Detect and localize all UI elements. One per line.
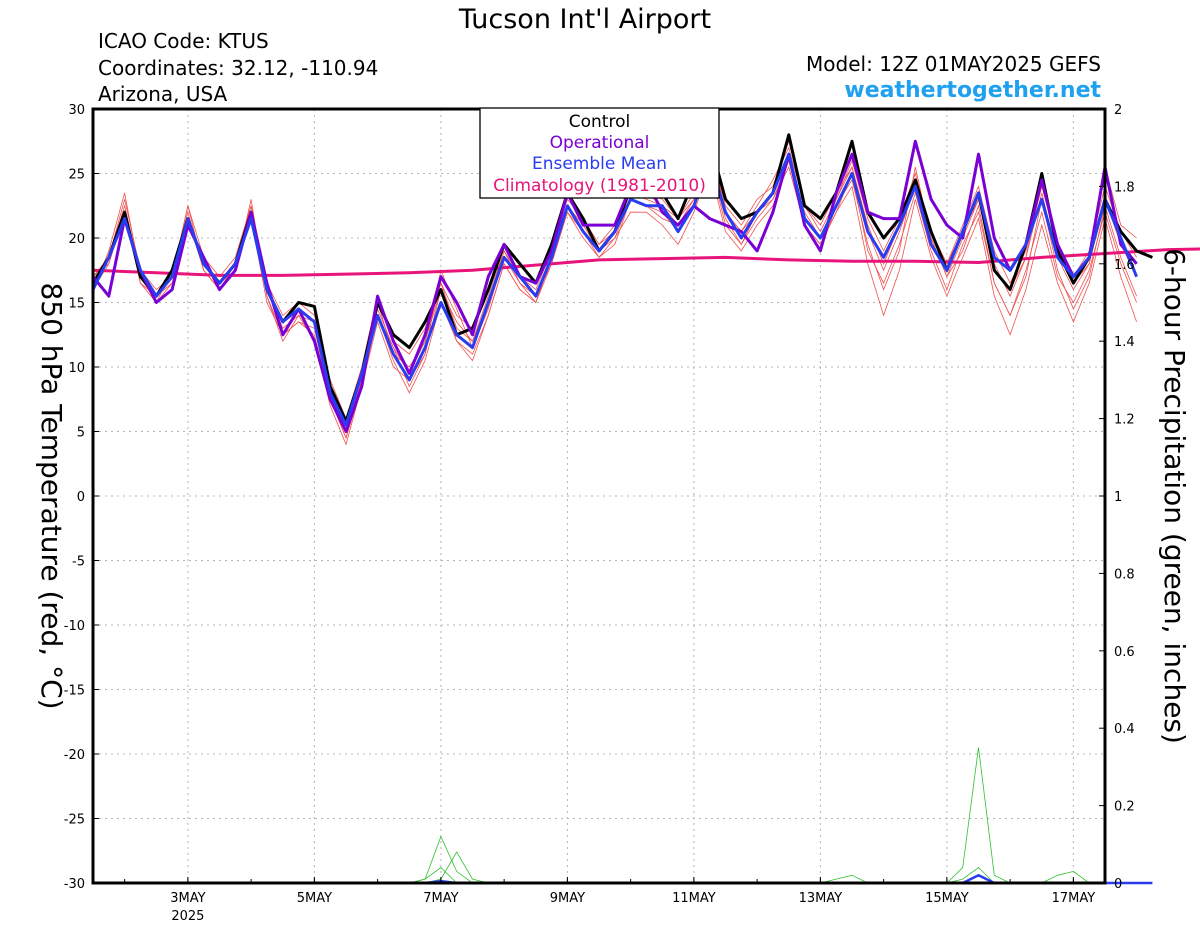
coordinates: Coordinates: 32.12, -110.94 (98, 56, 378, 80)
right-tick-label: 2 (1114, 103, 1122, 118)
x-tick-label: 11MAY (672, 891, 716, 906)
right-tick-label: 1.4 (1114, 335, 1135, 350)
x-tick-label: 7MAY (423, 891, 458, 906)
left-tick-label: -5 (72, 555, 85, 570)
left-tick-label: -10 (64, 619, 85, 634)
right-tick-label: 0.8 (1114, 567, 1135, 582)
left-tick-label: 15 (68, 297, 85, 312)
legend-box: Control Operational Ensemble Mean Climat… (479, 107, 720, 199)
x-tick-label: 15MAY (925, 891, 969, 906)
x-axis-ticks: 3MAY 2025 5MAY 7MAY 9MAY 11MAY 13MAY 15MAY 17MAY (124, 877, 1096, 924)
left-tick-label: -20 (64, 748, 85, 763)
left-axis-ticks: 30 25 20 15 10 5 0 -5 -10 -15 -20 -25 -30 (64, 103, 99, 892)
right-tick-label: 1.2 (1114, 413, 1135, 428)
site-watermark: weathertogether.net (844, 78, 1101, 103)
legend-operational: Operational (550, 133, 650, 153)
right-axis-ticks: 2 1.8 1.6 1.4 1.2 1 0.8 0.6 0.4 0.2 0 (1099, 103, 1135, 892)
left-tick-label: -30 (64, 877, 85, 892)
chart-title: Tucson Int'l Airport (458, 4, 711, 35)
right-tick-label: 1.6 (1114, 258, 1135, 273)
legend-control: Control (569, 112, 630, 132)
left-tick-label: 20 (68, 232, 85, 247)
left-tick-label: 0 (77, 490, 85, 505)
legend-frame (479, 107, 720, 199)
left-tick-label: 5 (77, 426, 85, 441)
x-tick-label: 9MAY (550, 891, 585, 906)
ensemble-mean-line (91, 152, 1138, 427)
right-tick-label: 0 (1114, 877, 1122, 892)
right-tick-label: 0.2 (1114, 800, 1135, 815)
left-tick-label: -15 (64, 684, 85, 699)
x-tick-label: 3MAY (170, 891, 205, 906)
icao-code: ICAO Code: KTUS (98, 29, 269, 53)
y-axis-left-label: 850 hPa Temperature (red, °C) (35, 282, 68, 709)
y-axis-right-label: 6-hour Precipitation (green, inches) (1158, 248, 1191, 744)
left-tick-label: 30 (68, 103, 85, 118)
region: Arizona, USA (98, 82, 228, 106)
legend-climatology: Climatology (1981-2010) (493, 176, 706, 196)
x-tick-label: 13MAY (799, 891, 843, 906)
x-tick-year: 2025 (171, 909, 204, 924)
climatology-line (92, 247, 1200, 277)
left-tick-label: 25 (68, 168, 85, 183)
right-tick-label: 0.4 (1114, 722, 1135, 737)
x-tick-label: 5MAY (297, 891, 332, 906)
legend-ensemble-mean: Ensemble Mean (532, 154, 667, 174)
x-tick-label: 17MAY (1052, 891, 1096, 906)
left-tick-label: 10 (68, 361, 85, 376)
right-tick-label: 1.8 (1114, 180, 1135, 195)
right-tick-label: 1 (1114, 490, 1122, 505)
model-run: Model: 12Z 01MAY2025 GEFS (806, 52, 1101, 76)
main-series-lines (91, 133, 1200, 433)
right-tick-label: 0.6 (1114, 645, 1135, 660)
temperature-member-line (92, 159, 1137, 440)
left-tick-label: -25 (64, 813, 85, 828)
